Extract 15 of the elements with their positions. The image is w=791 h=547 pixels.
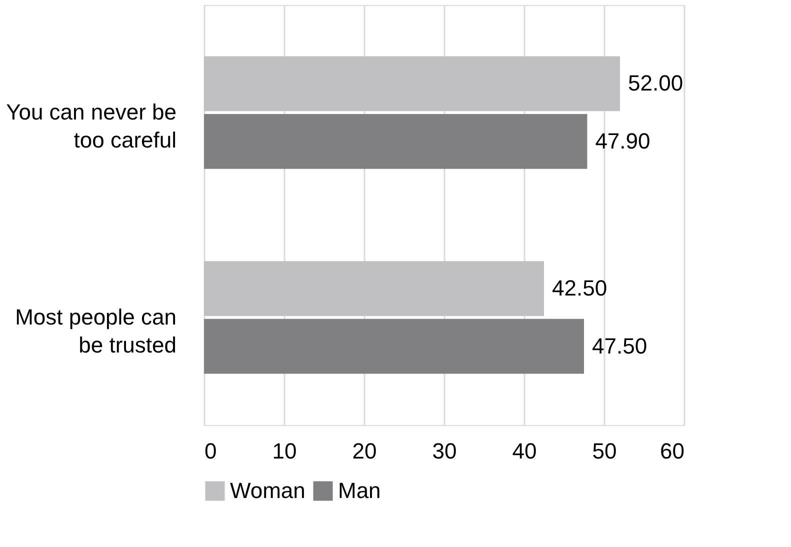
data-label: 47.90 [595, 128, 650, 154]
x-tick-label: 40 [512, 438, 537, 464]
data-label: 42.50 [552, 276, 608, 301]
x-tick-label: 50 [592, 438, 617, 464]
legend-label: Woman [230, 478, 306, 503]
legend-label: Man [338, 478, 381, 503]
x-tick-label: 30 [432, 438, 457, 464]
x-tick-label: 60 [660, 438, 684, 464]
y-tick-label: Most people can be trusted [15, 304, 176, 358]
y-tick-label: You can never be too careful [6, 100, 176, 153]
x-tick-label: 20 [352, 438, 377, 464]
data-label: 47.50 [592, 333, 648, 358]
x-tick-label: 0 [204, 438, 217, 464]
data-label: 52.00 [628, 70, 684, 96]
x-tick-label: 10 [272, 438, 297, 464]
